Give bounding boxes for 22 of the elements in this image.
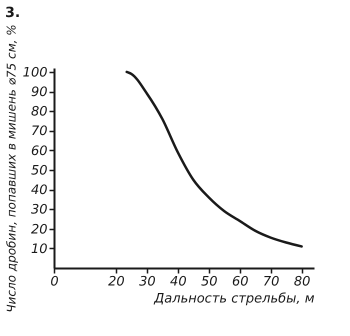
y-tick-label: 40 (30, 183, 48, 198)
x-tick-label: 60 (232, 274, 248, 290)
x-tick-label: 40 (170, 274, 187, 290)
y-tick-label: 50 (30, 163, 48, 178)
y-tick-label: 20 (30, 222, 48, 238)
y-tick-label: 70 (30, 124, 48, 140)
y-tick-label: 60 (30, 144, 48, 159)
x-tick-label: 50 (200, 274, 218, 290)
x-tick-label: 80 (294, 274, 310, 290)
y-tick-label: 90 (30, 85, 48, 100)
y-axis-title: Число дробин, попавших в мишень ⌀75 см, % (4, 24, 19, 313)
x-tick-label: 20 (108, 274, 125, 290)
x-axis-title: Дальность стрельбы, м (153, 292, 315, 306)
y-tick-label: 100 (22, 65, 48, 80)
chart-title: 3. (5, 4, 20, 21)
y-tick-label: 80 (30, 104, 48, 120)
y-tick-label: 10 (30, 242, 48, 257)
x-tick-label: 30 (139, 274, 156, 290)
line-series (125, 70, 303, 248)
x-tick-label: 70 (262, 274, 280, 290)
y-tick-label: 30 (30, 202, 48, 218)
x-tick-label: 0 (50, 274, 59, 290)
